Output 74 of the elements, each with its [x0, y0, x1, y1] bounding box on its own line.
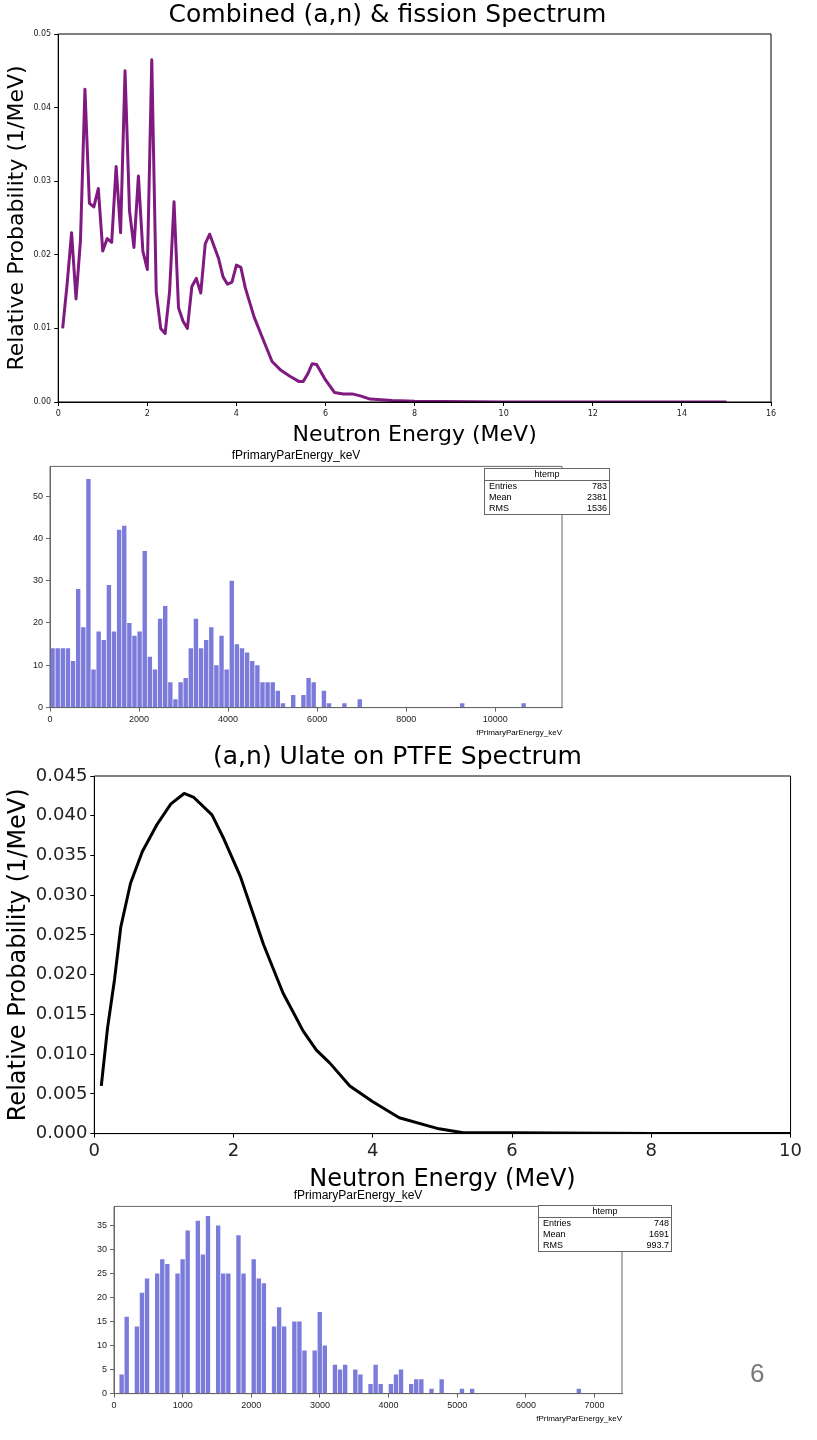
y-tick-label: 0	[102, 1388, 108, 1399]
y-tick-label: 0.025	[35, 922, 88, 944]
text: Mean 2381	[489, 492, 607, 502]
y-axis-title: Relative Probability (1/MeV)	[2, 65, 28, 371]
x-tick-label: 10000	[482, 714, 508, 725]
text: Entries 748	[543, 1218, 669, 1228]
x-tick-label: 2000	[241, 1400, 262, 1411]
x-tick-label: 3000	[309, 1400, 330, 1411]
x-tick-label: 2	[227, 1139, 240, 1161]
x-tick-label: 10	[779, 1139, 802, 1161]
y-tick-label: 10	[33, 659, 44, 670]
x-tick-label: 8	[645, 1139, 658, 1161]
y-tick-label: 30	[97, 1244, 108, 1255]
y-tick-label: 0.030	[35, 882, 88, 904]
x-tick-label: 4000	[378, 1400, 399, 1411]
x-tick-label: 6	[322, 408, 329, 418]
text: RMS 1536	[489, 503, 607, 513]
x-tick-label: 0	[111, 1400, 117, 1411]
text: Entries 783	[489, 481, 607, 491]
chart-title: (a,n) Ulate on PTFE Spectrum	[213, 740, 582, 770]
y-tick-label: 0.02	[33, 249, 52, 259]
y-tick-label: 0.045	[35, 763, 88, 785]
x-tick-label: 12	[587, 408, 598, 418]
x-tick-label: 7000	[584, 1400, 605, 1411]
y-tick-label: 15	[97, 1316, 108, 1327]
x-tick-label: 2000	[129, 714, 150, 725]
y-tick-label: 0.020	[35, 962, 88, 984]
y-tick-label: 20	[97, 1292, 108, 1303]
y-tick-label: 0.04	[33, 102, 52, 112]
y-tick-label: 30	[33, 575, 44, 586]
chart-title: Combined (a,n) & fission Spectrum	[168, 0, 607, 28]
x-tick-label: 6000	[307, 714, 328, 725]
text: 6	[750, 1358, 765, 1389]
y-tick-label: 0.03	[33, 176, 52, 186]
y-tick-label: 0.015	[35, 1002, 88, 1024]
y-tick-label: 20	[33, 617, 44, 628]
y-tick-label: 25	[97, 1268, 108, 1279]
y-tick-label: 35	[97, 1220, 108, 1231]
chart-title: fPrimaryParEnergy_keV	[293, 1187, 423, 1202]
y-tick-label: 50	[33, 490, 44, 501]
x-tick-label: 4	[367, 1139, 379, 1161]
y-tick-label: 0.035	[35, 843, 88, 865]
x-tick-label: 14	[676, 408, 687, 418]
y-tick-label: 0.05	[33, 29, 52, 39]
y-tick-label: 40	[33, 532, 44, 543]
chart-title: fPrimaryParEnergy_keV	[231, 447, 361, 462]
x-tick-label: 4	[233, 408, 239, 418]
y-tick-label: 0.005	[35, 1081, 88, 1103]
text: RMS 993.7	[543, 1240, 669, 1250]
x-tick-label: 6000	[515, 1400, 536, 1411]
x-tick-label: 2	[144, 408, 150, 418]
y-tick-label: 0	[38, 702, 44, 713]
x-tick-label: 6	[506, 1139, 518, 1161]
text: Mean 1691	[543, 1229, 669, 1239]
x-tick-label: 16	[765, 408, 777, 418]
x-tick-label: 4000	[218, 714, 239, 725]
x-tick-label: 8000	[396, 714, 417, 725]
y-tick-label: 10	[97, 1340, 108, 1351]
y-tick-label: 0.00	[33, 397, 52, 407]
y-tick-label: 5	[102, 1364, 108, 1375]
y-axis-title: Relative Probability (1/MeV)	[2, 788, 31, 1122]
x-axis-title: Neutron Energy (MeV)	[292, 420, 537, 446]
y-tick-label: 0.000	[35, 1121, 88, 1143]
x-axis-title: fPrimaryParEnergy_keV	[476, 728, 563, 738]
x-axis-title: fPrimaryParEnergy_keV	[536, 1414, 623, 1424]
y-tick-label: 0.01	[33, 323, 52, 333]
x-tick-label: 10	[498, 408, 509, 418]
x-tick-label: 1000	[172, 1400, 193, 1411]
y-tick-label: 0.010	[35, 1041, 88, 1063]
x-tick-label: 8	[412, 408, 418, 418]
annotation: htemp	[539, 1206, 671, 1218]
annotation: htemp	[485, 469, 609, 481]
x-tick-label: 5000	[447, 1400, 468, 1411]
y-tick-label: 0.040	[35, 803, 88, 825]
